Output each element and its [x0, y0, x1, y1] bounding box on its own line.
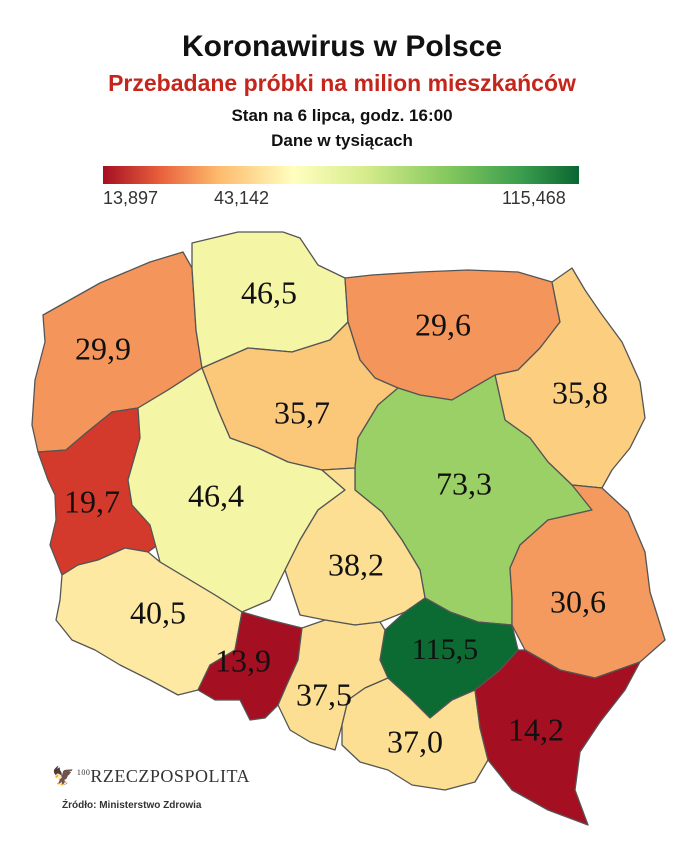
value-malopolskie: 37,0 [387, 723, 443, 759]
map-subtitle: Przebadane próbki na milion mieszkańców [108, 70, 576, 96]
value-lodzkie: 38,2 [328, 546, 384, 582]
value-podlaskie: 35,8 [552, 374, 608, 410]
value-warminsko-mazurskie: 29,6 [415, 306, 471, 342]
logo-prefix: 100 [76, 768, 91, 777]
logo-text: RZECZPOSPOLITA [90, 766, 250, 786]
unit-line: Dane w tysiącach [271, 131, 413, 150]
value-swietokrzyskie: 115,5 [412, 633, 478, 666]
map-title: Koronawirus w Polsce [181, 30, 503, 63]
value-pomorskie: 46,5 [241, 274, 297, 310]
value-mazowieckie: 73,3 [436, 465, 492, 501]
source-note: Źródło: Ministerstwo Zdrowia [62, 800, 202, 811]
value-opolskie: 13,9 [215, 642, 271, 678]
value-podkarpackie: 14,2 [508, 711, 564, 747]
legend-min-label: 13,897 [103, 188, 159, 208]
legend-max-label: 115,468 [502, 188, 566, 208]
eagle-icon: 🦅 [52, 766, 75, 786]
value-zachodniopomorskie: 29,9 [75, 330, 131, 366]
value-dolnoslaskie: 40,5 [130, 594, 186, 630]
date-line: Stan na 6 lipca, godz. 16:00 [231, 106, 453, 125]
legend-color-scale [103, 166, 579, 184]
legend-mid-label: 43,142 [214, 188, 270, 208]
region-malopolskie[interactable] [341, 677, 489, 791]
region-podkarpackie[interactable] [474, 649, 641, 826]
value-kujawsko-pomorskie: 35,7 [274, 394, 330, 430]
publisher-logo: 🦅 100RZECZPOSPOLITA [52, 766, 250, 787]
region-value-labels: 46,5 29,9 29,6 35,8 35,7 19,7 46,4 73,3 … [64, 274, 608, 759]
value-lubuskie: 19,7 [64, 483, 120, 519]
value-wielkopolskie: 46,4 [188, 477, 244, 513]
value-slaskie: 37,5 [296, 676, 352, 712]
value-lubelskie: 30,6 [550, 583, 606, 619]
region-lubuskie[interactable] [37, 407, 163, 576]
